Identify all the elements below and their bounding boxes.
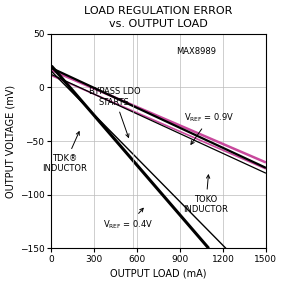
Text: BYPASS LDO
STARTS: BYPASS LDO STARTS	[89, 87, 140, 137]
Text: $\mathregular{V_{REF}}$ = 0.9V: $\mathregular{V_{REF}}$ = 0.9V	[185, 111, 235, 144]
Text: TOKO
INDUCTOR: TOKO INDUCTOR	[183, 175, 228, 214]
Y-axis label: OUTPUT VOLTAGE (mV): OUTPUT VOLTAGE (mV)	[6, 84, 16, 198]
Text: $\mathregular{V_{REF}}$ = 0.4V: $\mathregular{V_{REF}}$ = 0.4V	[103, 208, 154, 231]
X-axis label: OUTPUT LOAD (mA): OUTPUT LOAD (mA)	[110, 268, 207, 278]
Text: MAX8989: MAX8989	[176, 47, 216, 57]
Text: TDK®
INDUCTOR: TDK® INDUCTOR	[42, 132, 87, 173]
Title: LOAD REGULATION ERROR
vs. OUTPUT LOAD: LOAD REGULATION ERROR vs. OUTPUT LOAD	[85, 6, 233, 29]
